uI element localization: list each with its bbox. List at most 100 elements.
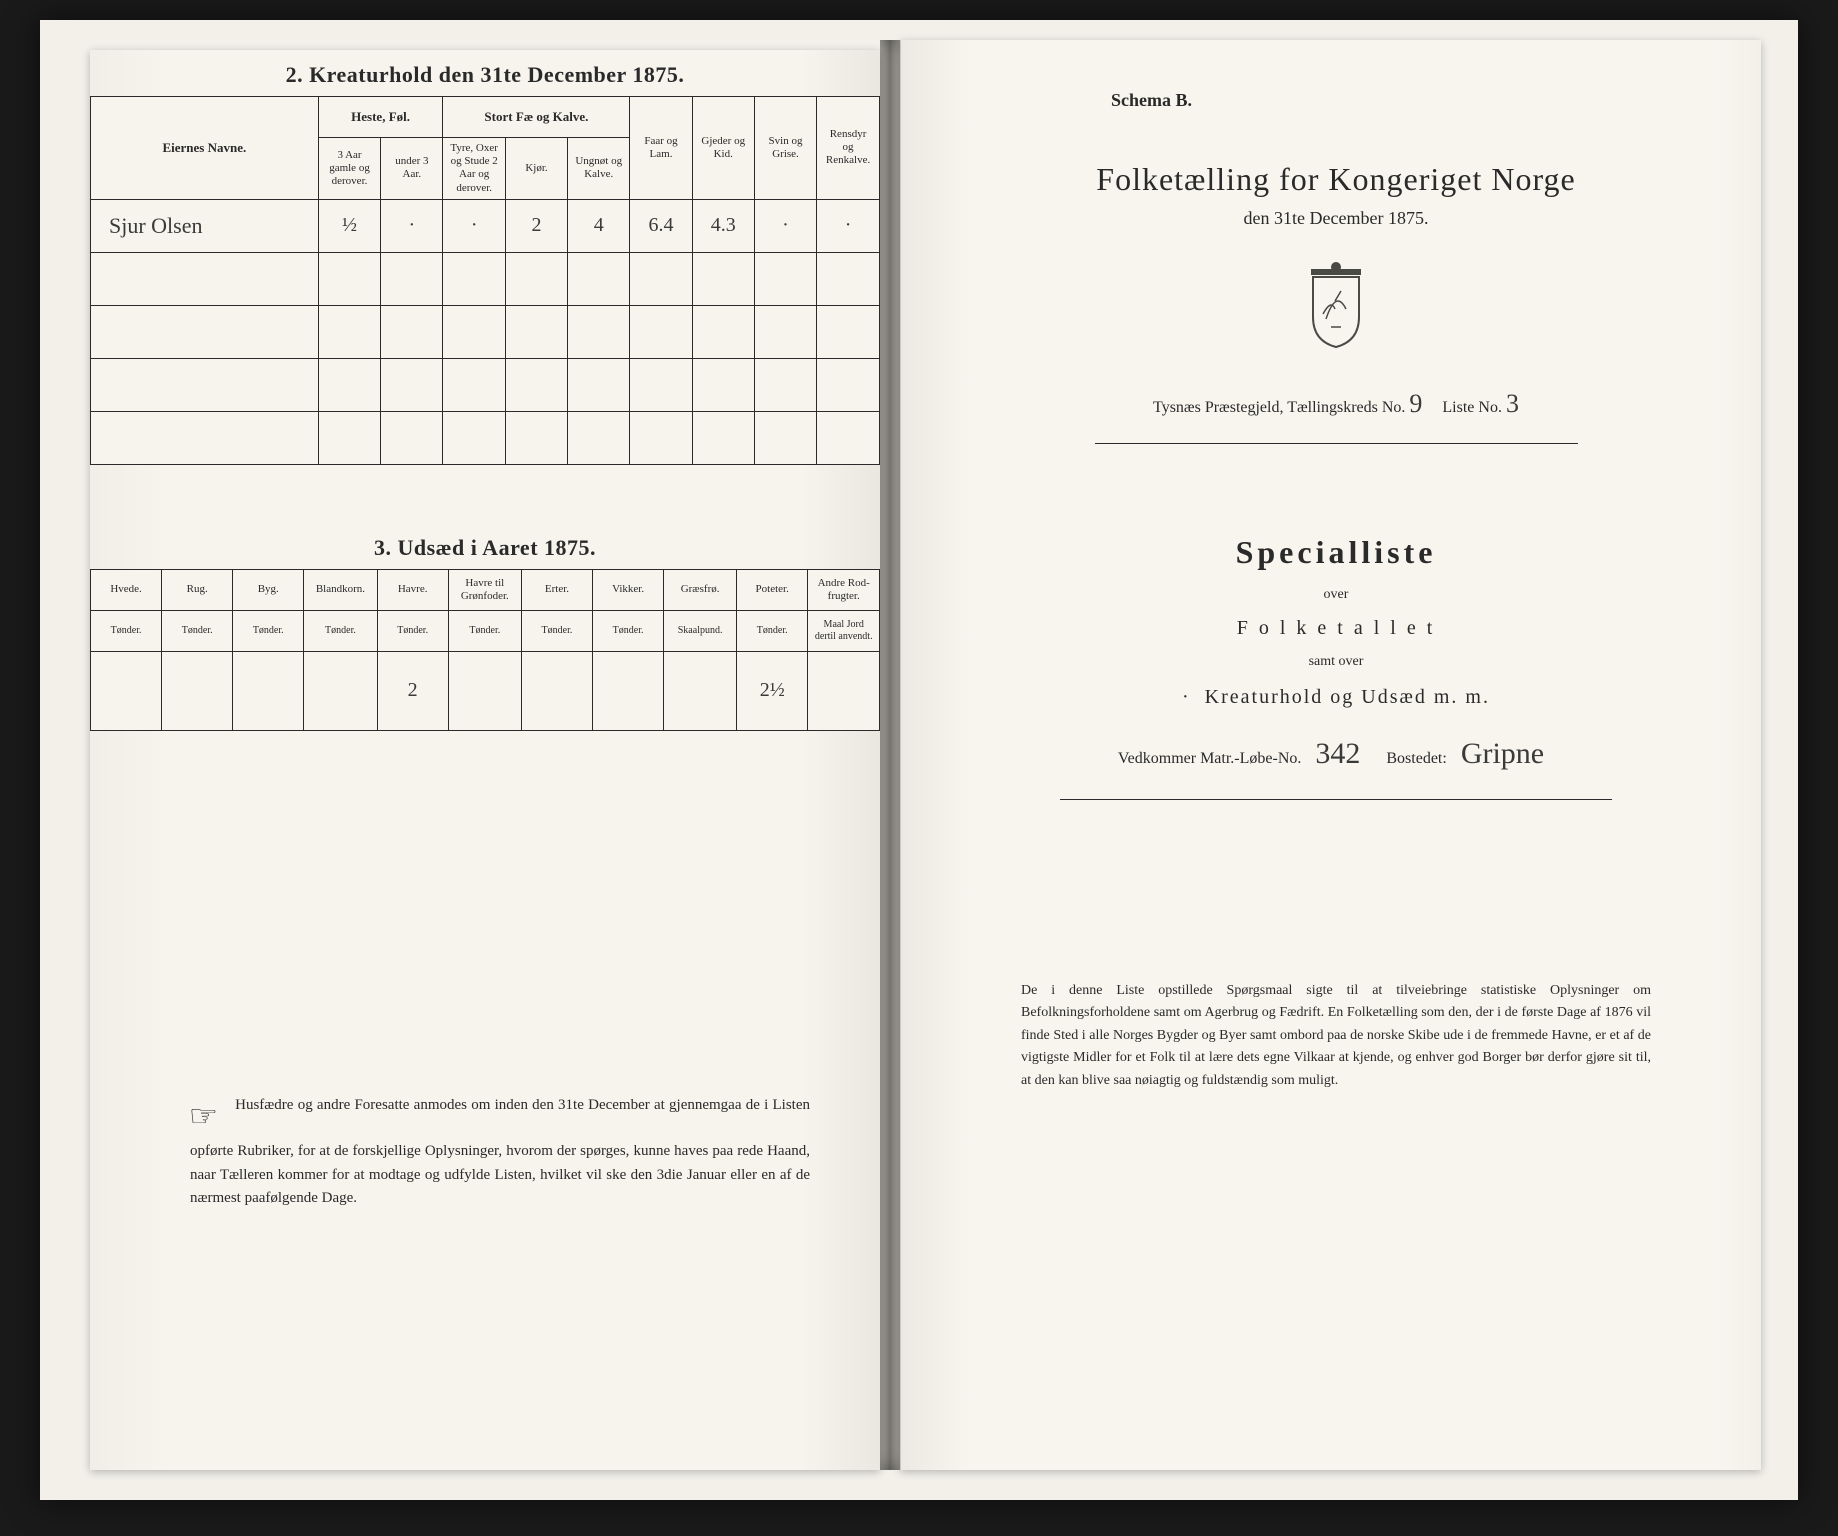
matr-label: Vedkommer Matr.-Løbe-No. xyxy=(1118,750,1302,767)
table-cell xyxy=(754,305,816,358)
col-header: Hvede. xyxy=(91,569,162,610)
col-header: Poteter. xyxy=(737,569,808,610)
table-cell xyxy=(568,358,630,411)
kreds-no: 9 xyxy=(1409,389,1422,418)
table-cell xyxy=(630,305,692,358)
main-title: Folketælling for Kongeriget Norge xyxy=(991,161,1681,198)
table-cell xyxy=(381,252,443,305)
col-header: Erter. xyxy=(521,569,592,610)
table-cell xyxy=(754,358,816,411)
bosted-name: Gripne xyxy=(1461,737,1544,770)
coat-of-arms-icon xyxy=(1301,259,1371,349)
table-cell xyxy=(443,358,506,411)
table-cell xyxy=(817,358,880,411)
table-cell xyxy=(817,252,880,305)
col-header: Byg. xyxy=(233,569,304,610)
table-cell: ½ xyxy=(318,199,381,252)
table-row xyxy=(91,358,880,411)
table-cell: · xyxy=(817,199,880,252)
table-cell xyxy=(381,411,443,464)
col-faar: Faar og Lam. xyxy=(630,97,692,200)
table-cell: 4 xyxy=(568,199,630,252)
divider xyxy=(1060,799,1612,800)
col-svin: Svin og Grise. xyxy=(754,97,816,200)
table-cell xyxy=(233,651,304,730)
table-cell xyxy=(443,411,506,464)
notice-block: ☞ Husfædre og andre Foresatte anmodes om… xyxy=(190,1094,810,1210)
col-unit: Skaalpund. xyxy=(664,610,737,651)
udsaed-title: 3. Udsæd i Aaret 1875. xyxy=(90,535,880,561)
table-cell xyxy=(692,358,754,411)
table-cell xyxy=(505,252,567,305)
table-cell: 4.3 xyxy=(692,199,754,252)
col-header: Havre. xyxy=(377,569,448,610)
right-page: Schema B. Folketælling for Kongeriget No… xyxy=(900,40,1761,1470)
col-header: Vikker. xyxy=(592,569,663,610)
table-cell xyxy=(91,252,319,305)
schema-label: Schema B. xyxy=(1111,90,1681,111)
sub-fae-2: Kjør. xyxy=(505,138,567,200)
table-cell xyxy=(592,651,663,730)
table-cell xyxy=(91,411,319,464)
table-cell: Sjur Olsen xyxy=(91,199,319,252)
table-cell: 2½ xyxy=(737,651,808,730)
col-header: Andre Rod-frugter. xyxy=(808,569,880,610)
table-cell xyxy=(630,252,692,305)
table-cell xyxy=(521,651,592,730)
col-eiernes: Eiernes Navne. xyxy=(91,97,319,200)
col-header: Blandkorn. xyxy=(304,569,377,610)
kreat-heading: · Kreaturhold og Udsæd m. m. xyxy=(991,686,1681,709)
table-cell xyxy=(448,651,521,730)
liste-no: 3 xyxy=(1506,389,1519,418)
table-cell xyxy=(692,252,754,305)
table-cell xyxy=(692,411,754,464)
over-label: over xyxy=(991,587,1681,603)
col-stortfae: Stort Fæ og Kalve. xyxy=(443,97,630,138)
table-cell xyxy=(505,305,567,358)
table-cell xyxy=(304,651,377,730)
table-cell xyxy=(91,358,319,411)
col-unit: Maal Jord dertil anvendt. xyxy=(808,610,880,651)
col-unit: Tønder. xyxy=(91,610,162,651)
table-cell xyxy=(318,305,381,358)
table-cell xyxy=(443,252,506,305)
table-cell xyxy=(817,411,880,464)
samt-label: samt over xyxy=(991,654,1681,670)
table-cell: · xyxy=(381,199,443,252)
col-gjeder: Gjeder og Kid. xyxy=(692,97,754,200)
col-header: Havre til Grønfoder. xyxy=(448,569,521,610)
pointing-hand-icon: ☞ xyxy=(189,1094,219,1141)
col-header: Rug. xyxy=(162,569,233,610)
col-unit: Tønder. xyxy=(521,610,592,651)
specialliste-heading: Specialliste xyxy=(991,534,1681,571)
col-unit: Tønder. xyxy=(737,610,808,651)
matr-no: 342 xyxy=(1315,737,1360,770)
table-cell xyxy=(91,305,319,358)
col-unit: Tønder. xyxy=(592,610,663,651)
col-unit: Tønder. xyxy=(448,610,521,651)
table-cell xyxy=(162,651,233,730)
table-cell xyxy=(381,305,443,358)
table-cell xyxy=(630,411,692,464)
table-cell xyxy=(754,252,816,305)
table-row xyxy=(91,305,880,358)
left-page: 2. Kreaturhold den 31te December 1875. E… xyxy=(90,50,880,1470)
sub-heste-1: 3 Aar gamle og derover. xyxy=(318,138,381,200)
table-row xyxy=(91,411,880,464)
scan-area: 2. Kreaturhold den 31te December 1875. E… xyxy=(40,20,1798,1500)
divider xyxy=(1095,443,1578,444)
table-cell: · xyxy=(443,199,506,252)
sub-fae-1: Tyre, Oxer og Stude 2 Aar og derover. xyxy=(443,138,506,200)
book-gutter xyxy=(880,40,900,1470)
table-cell xyxy=(318,358,381,411)
table-cell xyxy=(443,305,506,358)
table-cell xyxy=(568,305,630,358)
kreatur-table: Eiernes Navne. Heste, Føl. Stort Fæ og K… xyxy=(90,96,880,465)
table-cell xyxy=(91,651,162,730)
table-cell xyxy=(568,252,630,305)
col-header: Græsfrø. xyxy=(664,569,737,610)
bosted-label: Bostedet: xyxy=(1386,750,1446,767)
table-cell xyxy=(568,411,630,464)
kreatur-title: 2. Kreaturhold den 31te December 1875. xyxy=(90,62,880,88)
table-cell xyxy=(381,358,443,411)
